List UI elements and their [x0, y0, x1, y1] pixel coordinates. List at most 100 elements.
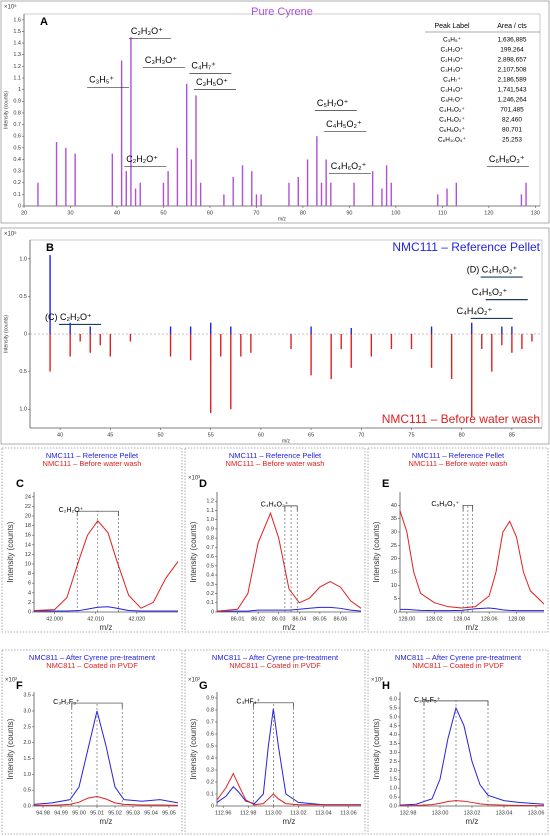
legend-entry: NMC811 – Coated in PVDF [412, 661, 504, 670]
y-tick-label: 3.0 [389, 750, 397, 756]
y-axis-label: Intensity (counts) [6, 521, 15, 582]
ion-label: (C) C₂H₂O⁺ [45, 312, 92, 322]
x-tick-label: 113.04 [315, 810, 331, 816]
y-tick-label: 1.1 [13, 75, 21, 81]
y-tick-label: 20 [391, 556, 397, 562]
x-tick-label: 86.02 [251, 616, 265, 622]
x-tick-label: 95.02 [108, 810, 122, 816]
ion-label: C₄H₅O₂⁺ [326, 119, 362, 129]
axis-multiplier: ×10² [188, 678, 200, 684]
x-tick-label: 133.02 [464, 810, 481, 816]
y-tick-label: 18 [25, 523, 31, 529]
x-axis-label: m/z [100, 623, 113, 632]
x-tick-label: 45 [107, 432, 113, 438]
y-tick-label: 1.0 [389, 786, 397, 792]
table-cell: C₂H₂O⁺ [441, 47, 464, 54]
y-axis-label: Intensity (counts) [3, 315, 9, 353]
y-tick-label: 1.5 [23, 756, 31, 762]
panel-frame [0, 0, 550, 224]
ion-label: C₄H₄O₂⁺ [457, 306, 493, 316]
y-tick-label: 0.9 [13, 99, 21, 105]
x-axis-label: m/z [100, 817, 113, 826]
legend-entry: NMC811 – After Cyrene pre-treatment [29, 653, 156, 662]
ion-label: C₆H₈O₃⁺ [431, 501, 459, 508]
x-axis-label: m/z [283, 623, 296, 632]
legend-entry: NMC111 – Before water wash [382, 412, 540, 426]
x-tick-label: 90 [346, 210, 352, 216]
chart-title: Pure Cyrene [251, 6, 313, 18]
x-tick-label: 80 [459, 432, 465, 438]
legend-entry: NMC111 – Before water wash [409, 459, 508, 468]
x-tick-label: 70 [253, 210, 259, 216]
y-tick-label: 1.0 [19, 256, 27, 262]
y-tick-label: 0.0 [23, 803, 31, 809]
table-cell: C₃H₅⁺ [443, 37, 462, 44]
y-tick-label: 3.5 [389, 741, 397, 747]
y-tick-label: 0.4 [206, 755, 214, 761]
x-tick-label: 133.00 [432, 810, 449, 816]
y-axis-label: Intensity (counts) [3, 91, 9, 129]
x-tick-label: 95.03 [126, 810, 140, 816]
y-tick-label: 1.0 [23, 772, 31, 778]
x-tick-label: 110 [438, 210, 447, 216]
axis-multiplier: ×10³ [188, 476, 200, 482]
x-axis-label: m/z [466, 623, 479, 632]
y-tick-label: 0.7 [206, 545, 214, 551]
y-tick-label: 40 [391, 503, 397, 509]
x-tick-label: 112.96 [215, 810, 231, 816]
panel-letter: G [199, 680, 208, 692]
y-tick-label: 0.1 [206, 791, 214, 797]
x-tick-label: 113.06 [340, 810, 356, 816]
table-cell: 701,485 [500, 107, 524, 114]
table-cell: C₄H₆O₂⁺ [439, 117, 465, 124]
y-tick-label: 1.6 [13, 17, 21, 23]
panel-frame [1, 447, 183, 633]
axis-multiplier: ×10² [5, 678, 17, 684]
y-tick-label: 0.5 [23, 788, 31, 794]
x-tick-label: 86.05 [313, 616, 327, 622]
table-cell: 1,636,885 [498, 37, 527, 44]
table-cell: 199,264 [500, 47, 524, 54]
x-tick-label: 40 [57, 432, 63, 438]
spectrum-line [33, 519, 179, 612]
y-tick-label: 1.5 [389, 777, 397, 783]
ion-label: C₃H₅O⁺ [196, 77, 228, 87]
x-tick-label: 95.04 [144, 810, 158, 816]
table-cell: 82,460 [502, 117, 522, 124]
y-tick-label: 1.4 [13, 41, 21, 47]
x-tick-label: 112.98 [240, 810, 256, 816]
y-tick-label: 5 [394, 596, 397, 602]
x-axis-label: m/z [283, 817, 296, 826]
spectrum-line [34, 606, 178, 612]
axis-multiplier: ×10⁵ [4, 4, 17, 11]
spectrum-line [34, 795, 179, 806]
ion-label: C₃H₂F₃⁺ [53, 699, 80, 706]
x-tick-label: 95.05 [162, 810, 176, 816]
y-axis-label: Intensity (counts) [6, 718, 15, 779]
legend-entry: NMC811 – After Cyrene pre-treatment [395, 653, 522, 662]
panel-letter: E [382, 478, 389, 490]
y-tick-label: 0 [18, 203, 21, 209]
table-cell: C₅H₇O⁺ [441, 97, 464, 104]
ion-label: C₂H₃O⁺ [131, 26, 163, 36]
y-tick-label: 0.0 [389, 803, 397, 809]
bracket [252, 702, 294, 708]
spectrum-line [400, 607, 544, 612]
y-tick-label: 3.0 [23, 708, 31, 714]
x-tick-label: 20 [21, 210, 27, 216]
legend-entry: NMC811 – Coated in PVDF [229, 661, 321, 670]
y-tick-label: 0.8 [13, 110, 21, 116]
x-tick-label: 50 [160, 210, 166, 216]
x-tick-label: 30 [67, 210, 73, 216]
y-tick-label: 0 [24, 331, 27, 337]
x-tick-label: 128.08 [508, 616, 525, 622]
y-tick-label: 12 [25, 552, 31, 558]
y-tick-label: 0.3 [13, 169, 21, 175]
legend-entry: NMC111 – Reference Pellet [46, 451, 139, 460]
spectrum-line [399, 800, 545, 807]
ion-label: C₄H₇⁺ [191, 61, 216, 71]
y-tick-label: 0.3 [206, 767, 214, 773]
x-tick-label: 86.04 [292, 616, 306, 622]
y-tick-label: 10 [391, 583, 397, 589]
y-tick-label: 0 [211, 803, 214, 809]
